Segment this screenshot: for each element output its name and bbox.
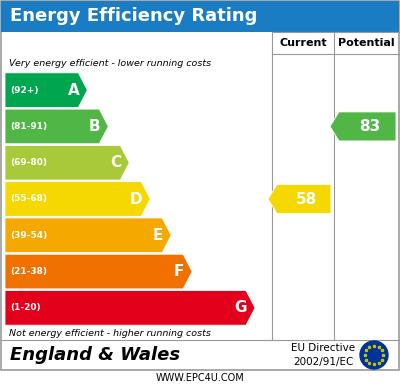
Text: (81-91): (81-91) (10, 122, 47, 131)
Polygon shape (5, 109, 108, 144)
Text: EU Directive: EU Directive (291, 343, 355, 353)
Text: (39-54): (39-54) (10, 231, 47, 240)
Polygon shape (5, 73, 87, 107)
Text: C: C (110, 155, 121, 170)
Polygon shape (5, 218, 171, 253)
Text: WWW.EPC4U.COM: WWW.EPC4U.COM (156, 373, 244, 383)
Text: Energy Efficiency Rating: Energy Efficiency Rating (10, 7, 257, 25)
Bar (1, 1, 399, 32)
Text: D: D (130, 192, 142, 206)
Text: (21-38): (21-38) (10, 267, 47, 276)
Text: Not energy efficient - higher running costs: Not energy efficient - higher running co… (9, 329, 211, 338)
Polygon shape (268, 184, 331, 213)
Text: 2002/91/EC: 2002/91/EC (293, 357, 353, 367)
Text: England & Wales: England & Wales (10, 346, 180, 364)
Text: Current: Current (279, 38, 327, 48)
Text: E: E (153, 228, 163, 243)
Polygon shape (5, 182, 150, 217)
Text: (92+): (92+) (10, 86, 38, 95)
Text: 58: 58 (295, 192, 317, 206)
Text: Potential: Potential (338, 38, 395, 48)
Text: (55-68): (55-68) (10, 194, 47, 203)
Polygon shape (330, 112, 396, 141)
Polygon shape (5, 146, 129, 180)
Text: A: A (68, 83, 79, 98)
Text: 83: 83 (359, 119, 380, 134)
Polygon shape (5, 291, 255, 325)
Circle shape (360, 341, 388, 369)
Text: (1-20): (1-20) (10, 303, 41, 312)
Text: F: F (174, 264, 184, 279)
Polygon shape (5, 254, 192, 289)
Text: B: B (89, 119, 100, 134)
Text: Very energy efficient - lower running costs: Very energy efficient - lower running co… (9, 59, 211, 69)
Text: (69-80): (69-80) (10, 158, 47, 167)
Text: G: G (234, 300, 247, 315)
